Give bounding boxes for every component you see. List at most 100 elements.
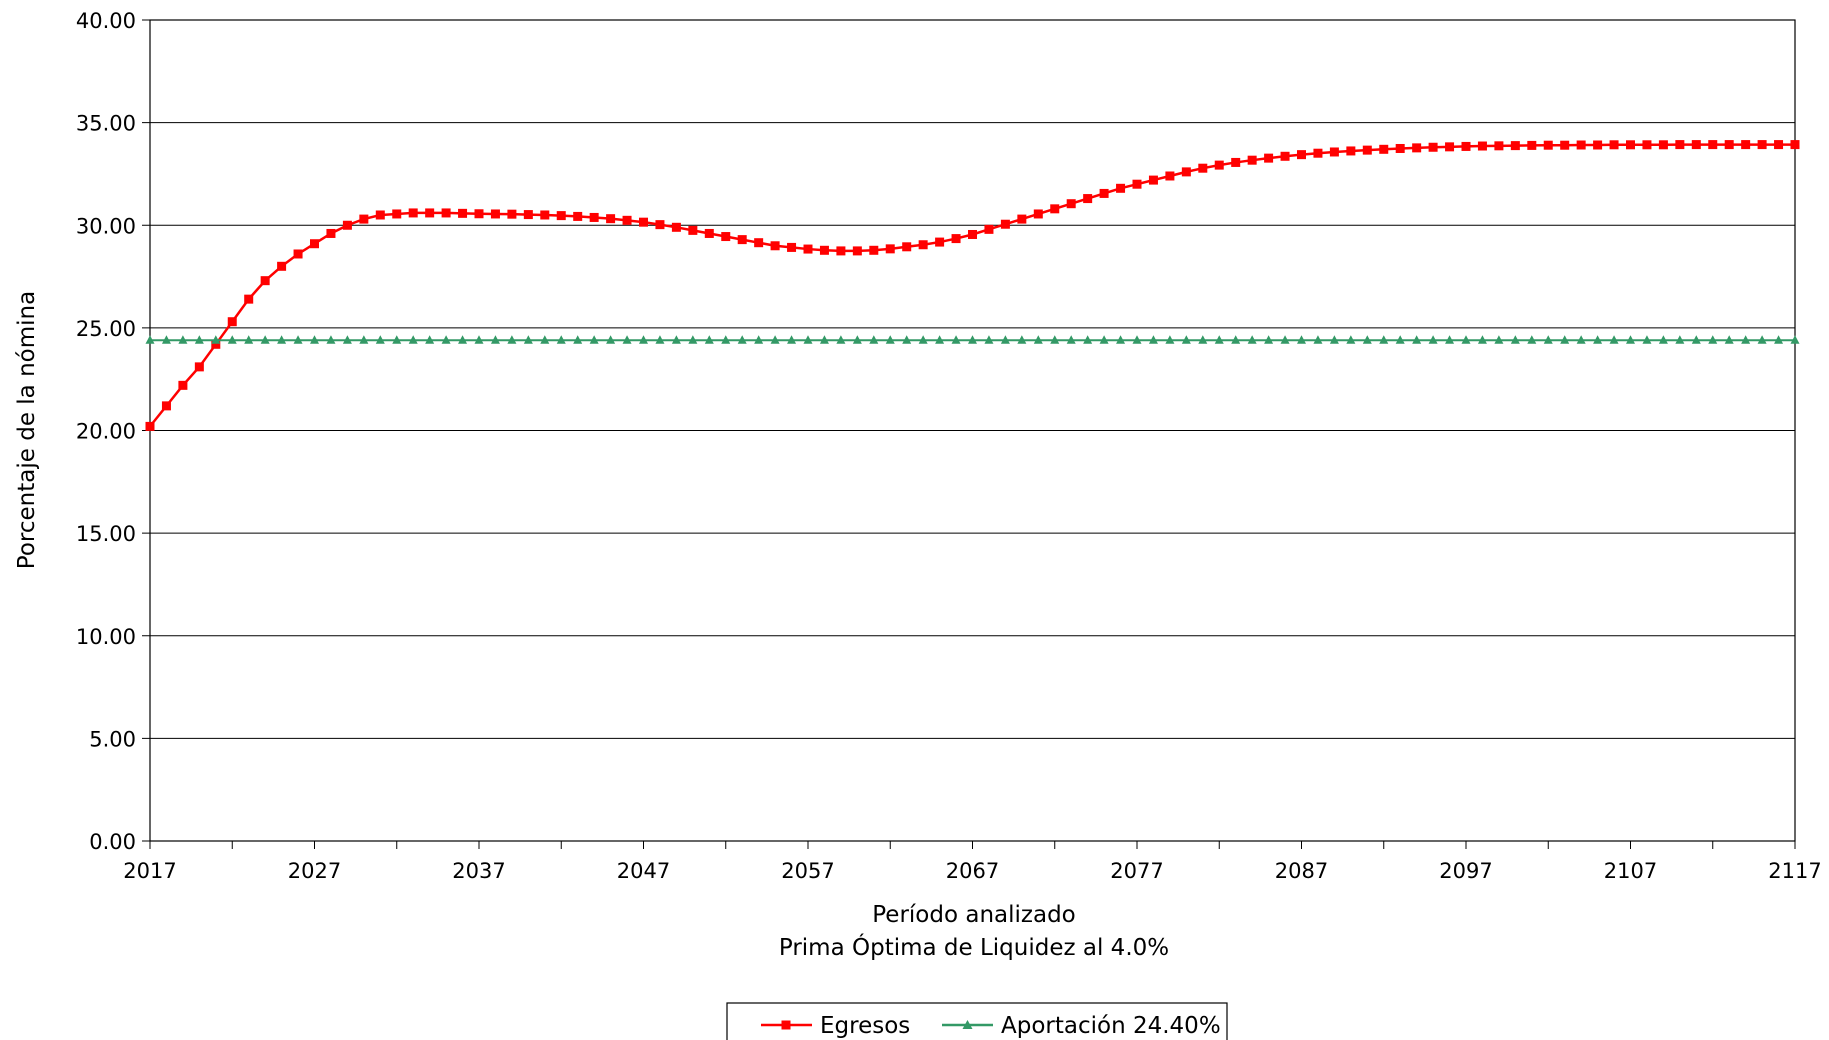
series-1-point-83 xyxy=(1510,335,1520,344)
y-tick-label-0: 0.00 xyxy=(89,830,136,854)
series-1-point-54 xyxy=(1033,335,1043,344)
series-0-point-76 xyxy=(1395,143,1405,153)
series-0-point-55 xyxy=(1050,204,1060,214)
series-1-point-9 xyxy=(293,335,303,344)
series-0-point-39 xyxy=(787,242,797,252)
series-1-point-58 xyxy=(1099,335,1109,344)
series-0-point-60 xyxy=(1132,179,1142,189)
series-1-point-86 xyxy=(1560,335,1570,344)
series-0-point-46 xyxy=(902,242,912,252)
series-1-point-67 xyxy=(1247,335,1257,344)
series-0-point-96 xyxy=(1724,140,1734,150)
series-1-point-53 xyxy=(1017,335,1027,344)
series-0-point-21 xyxy=(490,209,500,219)
series-1-point-81 xyxy=(1477,335,1487,344)
series-1-point-90 xyxy=(1626,335,1635,344)
series-0-point-11 xyxy=(326,228,336,238)
series-1-point-87 xyxy=(1576,335,1586,344)
series-0-point-18 xyxy=(441,208,451,218)
series-0-point-88 xyxy=(1593,140,1603,150)
series-0-point-31 xyxy=(655,220,665,230)
series-1-point-18 xyxy=(441,335,451,344)
series-1-point-75 xyxy=(1379,335,1389,344)
series-1-point-78 xyxy=(1428,335,1438,344)
series-1-point-17 xyxy=(425,335,435,344)
legend-box xyxy=(726,1002,1228,1040)
series-0-point-33 xyxy=(688,225,698,235)
series-1-point-94 xyxy=(1691,335,1701,344)
series-1-point-65 xyxy=(1214,335,1224,344)
series-0-point-64 xyxy=(1198,163,1208,173)
x-axis-title: Período analizado xyxy=(872,902,1076,928)
series-0-point-84 xyxy=(1527,140,1537,150)
series-1-point-68 xyxy=(1264,335,1274,344)
series-0-point-79 xyxy=(1445,142,1455,152)
legend-marker-egresos xyxy=(781,1020,791,1030)
series-1-point-0 xyxy=(145,335,155,344)
series-0-point-58 xyxy=(1099,188,1109,198)
series-0-point-10 xyxy=(310,239,319,249)
series-0-point-93 xyxy=(1675,140,1685,150)
series-1-point-14 xyxy=(375,335,385,344)
x-tick-labels: 2017 2027 2037 2047 2057 2067 2077 2087 2097 2107… xyxy=(123,859,1821,883)
series-0-point-75 xyxy=(1379,144,1389,154)
series-1-point-30 xyxy=(639,335,648,344)
series-0-point-1 xyxy=(161,401,171,411)
series-1-point-37 xyxy=(754,335,764,344)
series-0-point-87 xyxy=(1576,140,1586,150)
series-0-point-52 xyxy=(1000,219,1010,229)
series-1-point-31 xyxy=(655,335,665,344)
series-1-point-42 xyxy=(836,335,846,344)
series-0-point-66 xyxy=(1231,157,1241,167)
series-1-point-28 xyxy=(606,335,616,344)
x-tick-label-7: 2087 xyxy=(1275,859,1328,883)
series-0-point-48 xyxy=(935,237,945,247)
series-0-point-12 xyxy=(342,220,352,230)
series-1-point-52 xyxy=(1000,335,1010,344)
series-0-point-56 xyxy=(1066,199,1076,209)
series-0-point-35 xyxy=(721,232,731,242)
series-1-point-73 xyxy=(1346,335,1356,344)
x-tick-label-9: 2107 xyxy=(1604,859,1657,883)
y-tick-label-7: 35.00 xyxy=(76,112,136,136)
series-1-point-92 xyxy=(1658,335,1668,344)
series-0-point-16 xyxy=(408,208,418,218)
gridlines xyxy=(150,19,1795,739)
series-1-point-24 xyxy=(540,335,550,344)
series-0-point-0 xyxy=(145,421,155,431)
series-0-point-53 xyxy=(1017,214,1027,224)
series-line-0 xyxy=(149,143,1795,428)
series-0-point-74 xyxy=(1362,145,1372,155)
series-1-point-64 xyxy=(1198,335,1208,344)
series-1-point-2 xyxy=(178,335,188,344)
series-0-point-42 xyxy=(836,246,846,256)
legend-label-aportacion: Aportación 24.40% xyxy=(1001,1013,1221,1039)
legend-label-egresos: Egresos xyxy=(820,1013,910,1039)
series-1-point-63 xyxy=(1181,335,1191,344)
y-tick-label-2: 10.00 xyxy=(76,625,136,649)
series-0-point-94 xyxy=(1691,140,1701,150)
x-tick-label-5: 2067 xyxy=(946,859,999,883)
series-1-point-1 xyxy=(161,335,171,344)
series-1-point-66 xyxy=(1231,335,1241,344)
series-0-point-17 xyxy=(425,208,435,218)
series-1-point-20 xyxy=(474,335,484,344)
series-1-point-44 xyxy=(869,335,879,344)
series-0-point-4 xyxy=(211,339,221,349)
series-0-point-82 xyxy=(1494,141,1504,151)
series-1-point-98 xyxy=(1757,335,1767,344)
series-1-point-43 xyxy=(852,335,862,344)
series-0-point-37 xyxy=(754,238,764,248)
series-1-point-23 xyxy=(523,335,533,344)
series-1-point-69 xyxy=(1280,335,1290,344)
series-1-point-47 xyxy=(918,335,928,344)
series-0-point-91 xyxy=(1642,140,1652,150)
series-1-point-84 xyxy=(1527,335,1537,344)
y-tick-label-3: 15.00 xyxy=(76,522,136,546)
series-0-point-72 xyxy=(1329,147,1339,157)
x-tick-label-6: 2077 xyxy=(1110,859,1163,883)
series-1-point-33 xyxy=(688,335,698,344)
series-0-point-19 xyxy=(458,208,468,218)
series-0-point-77 xyxy=(1412,143,1422,153)
series-0-point-59 xyxy=(1116,183,1126,193)
